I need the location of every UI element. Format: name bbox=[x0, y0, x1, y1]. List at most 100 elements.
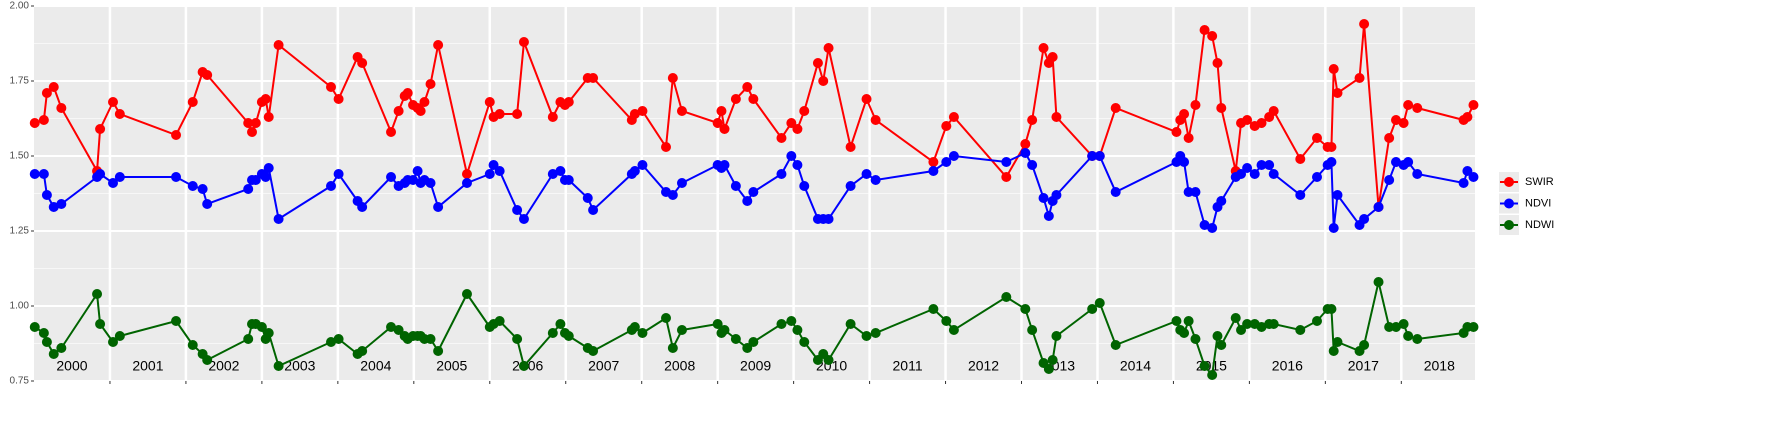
data-point bbox=[661, 142, 672, 152]
data-point bbox=[273, 40, 284, 50]
data-point bbox=[29, 322, 40, 332]
data-point bbox=[187, 340, 198, 350]
x-tick-label: 2018 bbox=[1424, 358, 1455, 374]
data-point bbox=[461, 289, 472, 299]
data-point bbox=[92, 289, 103, 299]
data-point bbox=[38, 169, 49, 179]
data-point bbox=[1236, 169, 1247, 179]
data-point bbox=[1216, 196, 1227, 206]
data-point bbox=[114, 331, 125, 341]
data-point bbox=[412, 166, 423, 176]
data-point bbox=[1183, 187, 1194, 197]
data-point bbox=[250, 118, 261, 128]
data-point bbox=[845, 181, 856, 191]
data-point bbox=[1256, 322, 1267, 332]
data-point bbox=[108, 97, 119, 107]
data-point bbox=[1183, 133, 1194, 143]
data-point bbox=[748, 187, 759, 197]
data-point bbox=[1412, 169, 1423, 179]
data-point bbox=[1110, 187, 1121, 197]
y-tick-label: 0.75 bbox=[10, 376, 30, 387]
data-point bbox=[861, 94, 872, 104]
x-tick-label: 2005 bbox=[436, 358, 467, 374]
data-point bbox=[667, 343, 678, 353]
data-point bbox=[1468, 322, 1479, 332]
data-point bbox=[114, 109, 125, 119]
data-point bbox=[1171, 316, 1182, 326]
data-point bbox=[250, 175, 261, 185]
data-point bbox=[1094, 298, 1105, 308]
data-point bbox=[1384, 322, 1395, 332]
data-point bbox=[1311, 133, 1322, 143]
data-point bbox=[1199, 25, 1210, 35]
data-point bbox=[1326, 304, 1337, 314]
data-point bbox=[518, 361, 529, 371]
data-point bbox=[1038, 43, 1049, 53]
data-point bbox=[1249, 169, 1260, 179]
data-point bbox=[1001, 292, 1012, 302]
data-point bbox=[357, 346, 368, 356]
data-point bbox=[494, 109, 505, 119]
data-point bbox=[48, 82, 59, 92]
data-point bbox=[402, 88, 413, 98]
data-point bbox=[948, 325, 959, 335]
data-point bbox=[928, 304, 939, 314]
data-point bbox=[1398, 118, 1409, 128]
data-point bbox=[1047, 355, 1058, 365]
data-point bbox=[202, 70, 213, 80]
data-point bbox=[716, 106, 727, 116]
data-point bbox=[748, 94, 759, 104]
data-point bbox=[1051, 331, 1062, 341]
data-point bbox=[243, 118, 254, 128]
legend-key-point bbox=[1504, 220, 1514, 230]
data-point bbox=[1403, 331, 1414, 341]
data-point bbox=[786, 151, 797, 161]
marks bbox=[29, 19, 1479, 380]
data-point bbox=[776, 319, 787, 329]
data-point bbox=[661, 313, 672, 323]
data-point bbox=[730, 334, 741, 344]
data-point bbox=[433, 346, 444, 356]
data-point bbox=[845, 319, 856, 329]
data-point bbox=[1001, 157, 1012, 167]
data-point bbox=[941, 121, 952, 131]
data-point bbox=[1216, 103, 1227, 113]
data-point bbox=[1256, 160, 1267, 170]
x-tick-label: 2001 bbox=[132, 358, 163, 374]
data-point bbox=[1207, 370, 1218, 380]
data-point bbox=[629, 109, 640, 119]
data-point bbox=[1051, 112, 1062, 122]
data-point bbox=[1295, 325, 1306, 335]
data-point bbox=[38, 328, 49, 338]
data-point bbox=[1359, 19, 1370, 29]
data-point bbox=[494, 166, 505, 176]
data-point bbox=[742, 343, 753, 353]
data-point bbox=[742, 82, 753, 92]
data-point bbox=[273, 361, 284, 371]
data-point bbox=[948, 112, 959, 122]
data-point bbox=[928, 157, 939, 167]
data-point bbox=[823, 214, 834, 224]
data-point bbox=[712, 319, 723, 329]
x-tick-label: 2017 bbox=[1348, 358, 1379, 374]
data-point bbox=[95, 319, 106, 329]
data-point bbox=[1236, 325, 1247, 335]
data-point bbox=[823, 355, 834, 365]
data-point bbox=[512, 205, 523, 215]
data-point bbox=[719, 160, 730, 170]
data-point bbox=[667, 190, 678, 200]
data-point bbox=[861, 331, 872, 341]
data-point bbox=[1179, 328, 1190, 338]
data-point bbox=[108, 178, 119, 188]
data-point bbox=[786, 316, 797, 326]
data-point bbox=[243, 184, 254, 194]
data-point bbox=[326, 181, 337, 191]
data-point bbox=[263, 328, 274, 338]
data-point bbox=[461, 169, 472, 179]
data-point bbox=[518, 37, 529, 47]
data-point bbox=[1295, 190, 1306, 200]
data-point bbox=[629, 166, 640, 176]
data-point bbox=[792, 124, 803, 134]
data-point bbox=[1183, 316, 1194, 326]
data-point bbox=[1179, 109, 1190, 119]
